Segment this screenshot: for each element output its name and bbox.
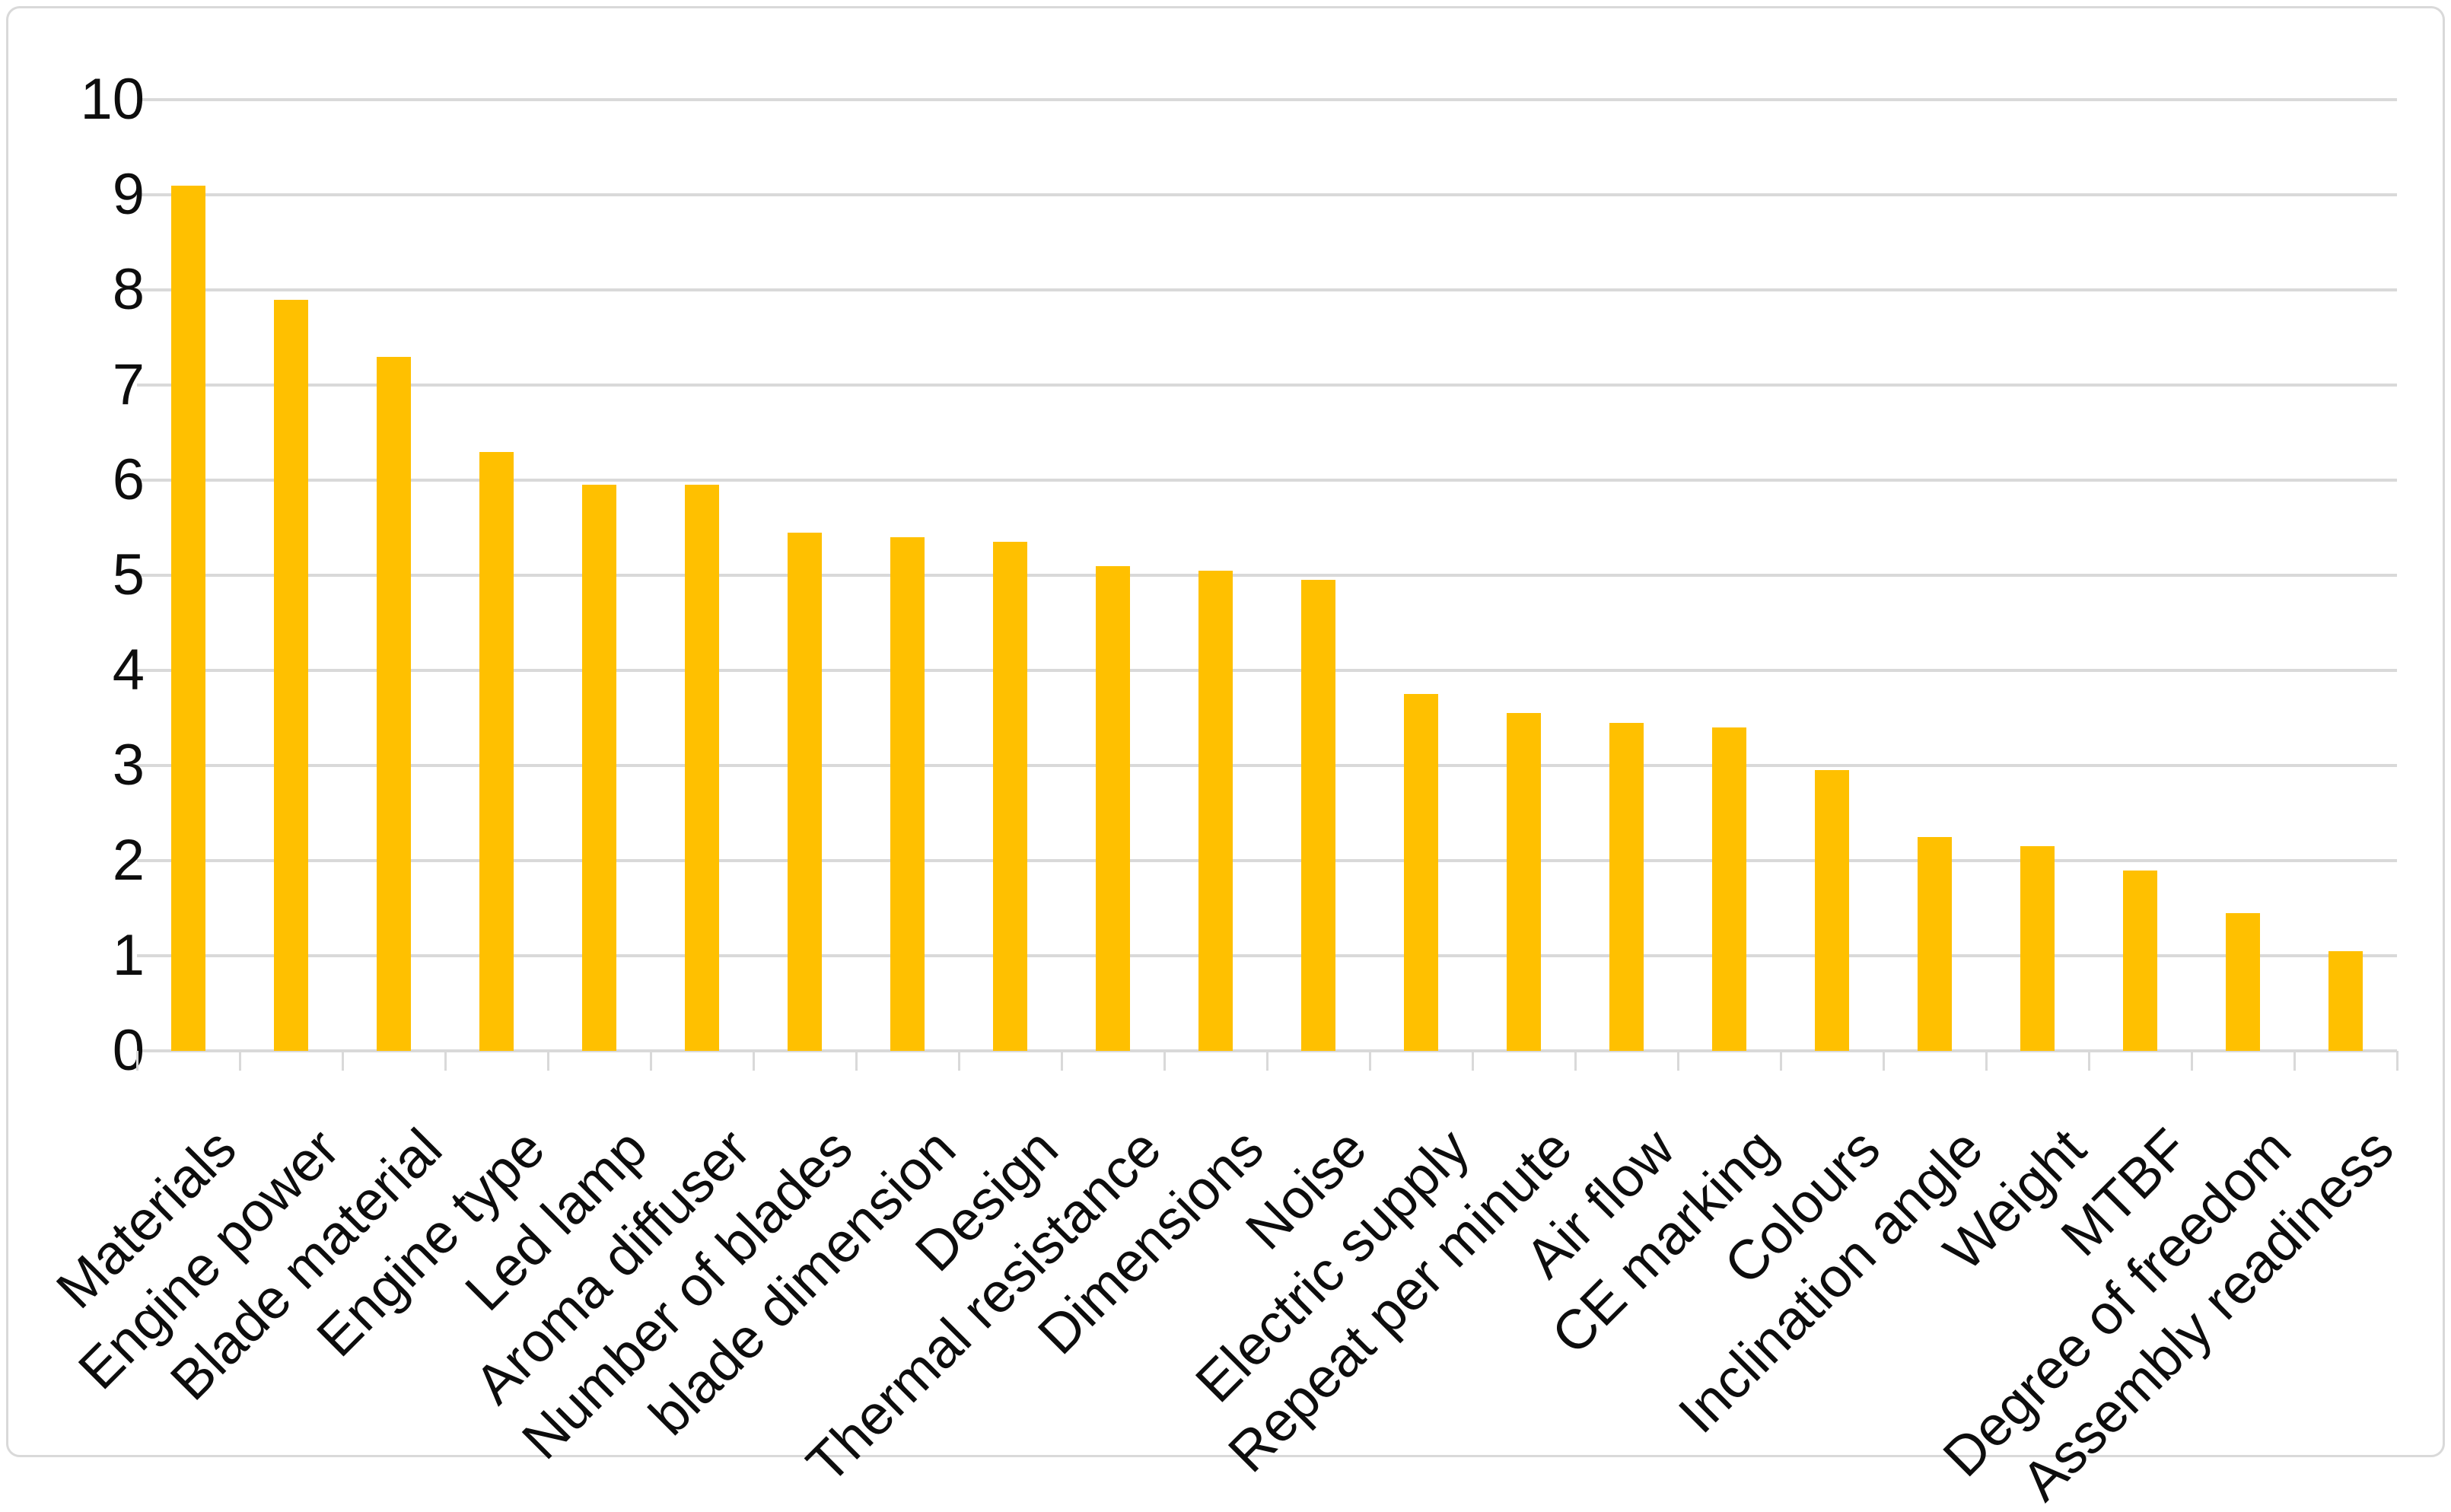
x-axis-tick-mark — [1779, 1051, 1782, 1071]
bar-inclination-angle — [1918, 836, 1952, 1051]
gridline — [137, 384, 2397, 387]
y-axis-tick-label: 1 — [112, 923, 145, 988]
x-axis-tick-mark — [649, 1051, 652, 1071]
y-axis-tick-label: 3 — [112, 733, 145, 797]
plot-area: 0 1 2 3 4 5 6 7 8 9 10 Materials Engine power Blade m… — [45, 67, 2405, 1512]
x-axis-tick-mark — [752, 1051, 755, 1071]
bar-noise — [1301, 580, 1335, 1051]
bar-design — [993, 542, 1027, 1051]
chart-border — [6, 6, 2445, 1457]
gridline — [137, 954, 2397, 957]
x-axis-tick-mark — [444, 1051, 447, 1071]
bar-air-flow — [1609, 722, 1644, 1051]
bar-engine-type — [479, 451, 514, 1051]
x-axis-tick-mark — [2293, 1051, 2296, 1071]
y-axis-tick-label: 0 — [112, 1018, 145, 1083]
bar-degree-of-freedom — [2226, 912, 2260, 1051]
x-axis-tick-mark — [135, 1051, 138, 1071]
x-axis-tick-mark — [1676, 1051, 1679, 1071]
x-axis-tick-mark — [1882, 1051, 1885, 1071]
bar-blade-dimension — [890, 537, 925, 1051]
y-axis-tick-label: 4 — [112, 638, 145, 702]
y-axis-tick-label: 9 — [112, 162, 145, 227]
bar-led-lamp — [582, 485, 616, 1051]
gridline — [137, 479, 2397, 482]
x-axis-tick-mark — [238, 1051, 241, 1071]
x-axis-tick-mark — [1471, 1051, 1474, 1071]
x-axis-tick-mark — [1265, 1051, 1268, 1071]
y-axis-tick-label: 10 — [80, 67, 145, 132]
x-axis-tick-mark — [1574, 1051, 1577, 1071]
gridline — [137, 98, 2397, 101]
bar-weight — [2020, 846, 2055, 1051]
bar-thermal-resistance — [1096, 565, 1130, 1051]
y-axis-tick-label: 7 — [112, 352, 145, 417]
y-axis-tick-label: 2 — [112, 828, 145, 893]
gridline — [137, 288, 2397, 291]
y-axis-tick-label: 6 — [112, 447, 145, 512]
bar-chart: 0 1 2 3 4 5 6 7 8 9 10 Materials Engine power Blade m… — [6, 6, 2445, 1512]
bar-dimensions — [1198, 570, 1233, 1051]
bar-repeat-per-minute — [1507, 713, 1541, 1051]
x-axis-tick-mark — [2087, 1051, 2090, 1071]
x-axis-tick-mark — [1368, 1051, 1371, 1071]
x-axis-tick-mark — [2190, 1051, 2193, 1071]
x-axis-tick-mark — [1985, 1051, 1988, 1071]
bar-mtbf — [2123, 870, 2157, 1051]
gridline — [137, 859, 2397, 862]
y-axis-tick-label: 8 — [112, 257, 145, 322]
x-axis-tick-mark — [1163, 1051, 1166, 1071]
x-axis-tick-mark — [2395, 1051, 2398, 1071]
x-axis-tick-mark — [957, 1051, 960, 1071]
bar-aroma-diffuser — [685, 485, 719, 1051]
bar-assembly-readiness — [2328, 950, 2363, 1051]
gridline — [137, 574, 2397, 577]
bar-colours — [1815, 770, 1849, 1051]
bar-electric-supply — [1404, 694, 1438, 1051]
bar-materials — [171, 185, 205, 1051]
x-axis-tick-mark — [546, 1051, 549, 1071]
x-axis-tick-mark — [341, 1051, 344, 1071]
y-axis-tick-label: 5 — [112, 543, 145, 607]
gridline — [137, 193, 2397, 196]
x-axis-tick-mark — [855, 1051, 858, 1071]
bar-number-of-blades — [788, 532, 822, 1051]
bar-blade-material — [377, 356, 411, 1051]
gridline — [137, 669, 2397, 672]
gridline — [137, 764, 2397, 767]
bar-ce-marking — [1712, 727, 1746, 1051]
x-axis-tick-mark — [1060, 1051, 1063, 1071]
bar-engine-power — [274, 299, 308, 1051]
